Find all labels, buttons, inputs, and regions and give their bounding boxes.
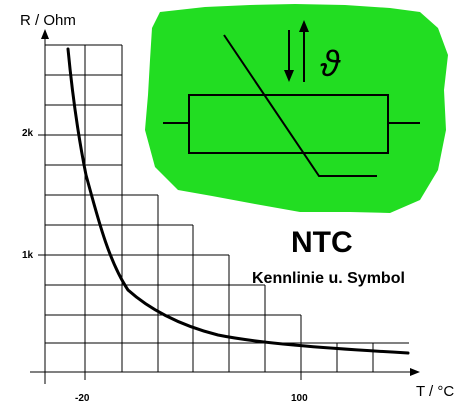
y-tick-label: 2k bbox=[22, 128, 34, 139]
up-arrow-icon bbox=[299, 20, 309, 32]
y-axis-label: R / Ohm bbox=[20, 12, 76, 29]
x-axis-arrow-icon bbox=[410, 368, 420, 376]
temperature-symbol: ϑ bbox=[320, 43, 341, 84]
symbol-background bbox=[145, 4, 448, 213]
y-axis-arrow-icon bbox=[41, 29, 49, 39]
title: NTC bbox=[291, 226, 353, 259]
x-tick-label: -20 bbox=[75, 393, 90, 404]
ntc-schematic-symbol: ϑ bbox=[163, 20, 420, 177]
x-axis-label: T / °C bbox=[416, 383, 454, 400]
y-tick-label: 1k bbox=[22, 250, 34, 261]
ntc-characteristic-curve bbox=[66, 47, 410, 355]
thermal-diagonal bbox=[223, 34, 377, 177]
x-tick-label: 100 bbox=[291, 393, 308, 404]
subtitle: Kennlinie u. Symbol bbox=[252, 270, 405, 287]
down-arrow-icon bbox=[284, 70, 294, 82]
axes bbox=[30, 29, 420, 384]
